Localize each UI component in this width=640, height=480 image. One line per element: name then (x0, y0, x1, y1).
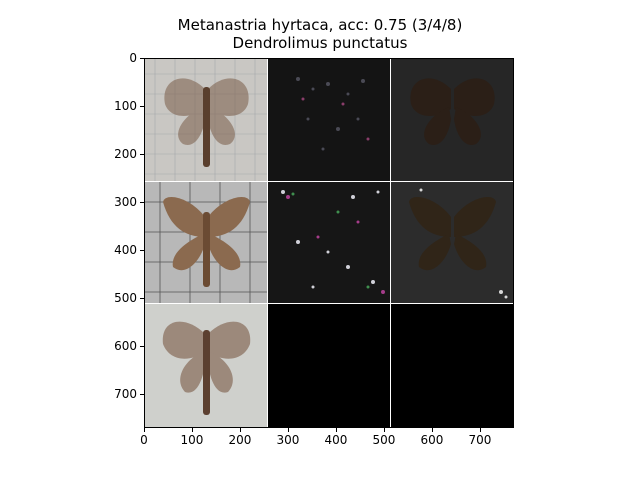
grid-separator-h2 (145, 303, 513, 304)
x-tick-label: 0 (140, 433, 148, 447)
grid-cell-r1c3-overlay (391, 59, 513, 181)
y-tick-label: 500 (114, 290, 137, 305)
x-tick-label: 200 (228, 433, 252, 447)
y-tick-label: 200 (114, 146, 137, 161)
y-tick-label: 600 (114, 338, 137, 353)
x-tick-mark (383, 428, 385, 432)
overlay-image-1 (391, 59, 513, 181)
x-tick-mark (239, 428, 241, 432)
y-tick-mark (140, 249, 144, 251)
grid-cell-r2c2-attribution (268, 182, 390, 303)
x-tick-mark (191, 428, 193, 432)
x-tick-mark (479, 428, 481, 432)
y-tick-label: 300 (114, 194, 137, 209)
y-tick-mark (140, 105, 144, 107)
x-tick-mark (335, 428, 337, 432)
y-tick-label: 0 (129, 51, 137, 65)
grid-separator-v1 (267, 59, 268, 427)
x-tick-mark (287, 428, 289, 432)
x-tick-mark (431, 428, 433, 432)
figure-title-line1: Metanastria hyrtaca, acc: 0.75 (3/4/8) (177, 16, 463, 34)
x-tick-mark (144, 428, 145, 432)
moth-photo-2 (145, 182, 268, 303)
x-tick-label: 600 (420, 433, 444, 447)
attribution-map-2 (268, 182, 390, 303)
y-tick-mark (140, 58, 144, 59)
grid-cell-r3c1-original (145, 304, 268, 427)
x-tick-label: 400 (324, 433, 348, 447)
moth-photo-1 (145, 59, 268, 181)
grid-cell-r3c3-empty (391, 304, 513, 427)
y-tick-mark (140, 297, 144, 299)
attribution-map-1 (268, 59, 390, 181)
figure-title-line2: Dendrolimus punctatus (232, 34, 408, 52)
y-tick-mark (140, 393, 144, 395)
x-tick-label: 500 (372, 433, 396, 447)
y-tick-label: 100 (114, 98, 137, 113)
x-tick-label: 100 (180, 433, 204, 447)
grid-separator-v2 (390, 59, 391, 427)
grid-cell-r2c1-original (145, 182, 268, 303)
overlay-image-2 (391, 182, 513, 303)
grid-separator-h1 (145, 181, 513, 182)
moth-photo-3 (145, 304, 268, 427)
y-tick-label: 700 (114, 386, 137, 401)
grid-cell-r3c2-empty (268, 304, 390, 427)
grid-cell-r1c1-original (145, 59, 268, 181)
grid-cell-r2c3-overlay (391, 182, 513, 303)
x-tick-label: 700 (468, 433, 492, 447)
y-tick-mark (140, 153, 144, 155)
grid-cell-r1c2-attribution (268, 59, 390, 181)
image-grid-axes (144, 58, 514, 428)
y-tick-mark (140, 201, 144, 203)
x-tick-label: 300 (276, 433, 300, 447)
y-tick-mark (140, 345, 144, 347)
y-tick-label: 400 (114, 242, 137, 257)
